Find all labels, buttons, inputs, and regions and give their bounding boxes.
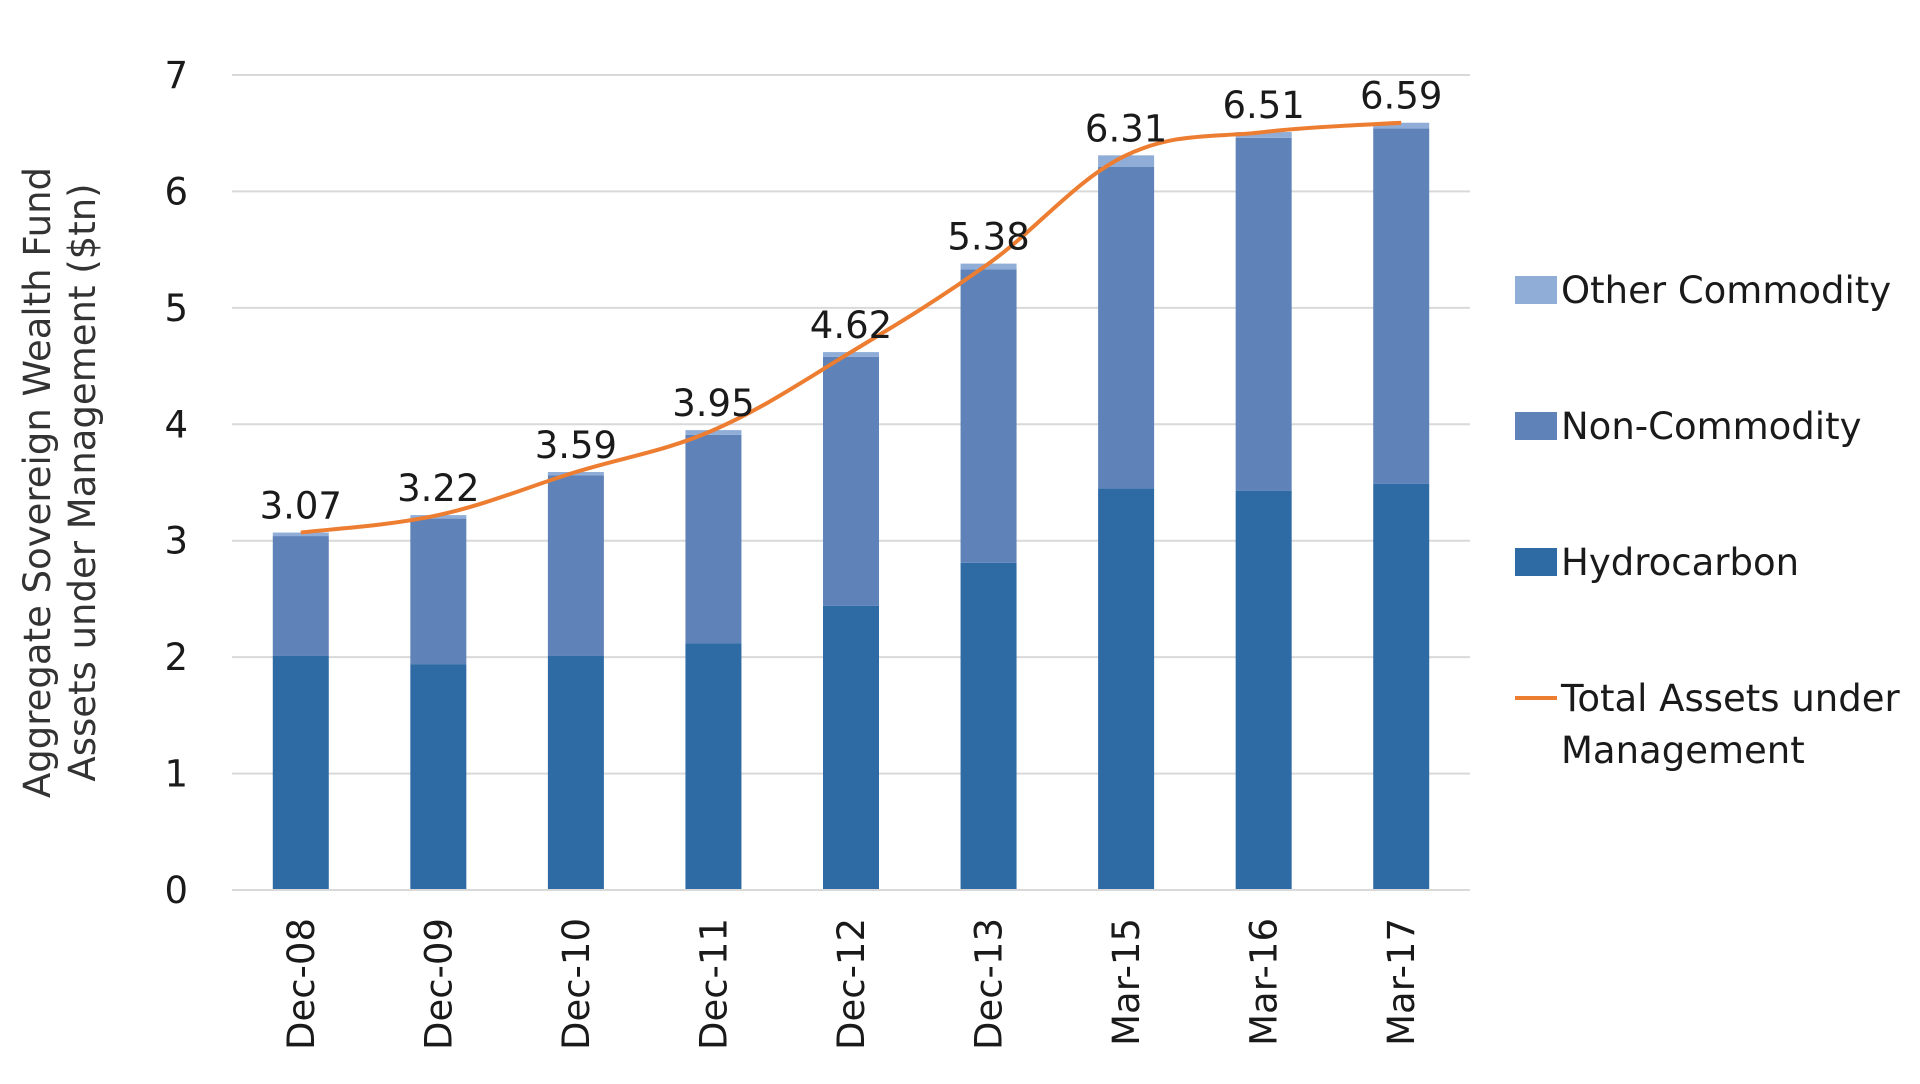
bar-hydrocarbon-dec-13: [961, 563, 1017, 890]
bar-hydrocarbon-mar-15: [1098, 488, 1154, 890]
data-label-dec-13: 5.38: [947, 216, 1029, 259]
bar-hydrocarbon-dec-12: [823, 606, 879, 890]
bar-non-commodity-mar-15: [1098, 167, 1154, 488]
bar-non-commodity-dec-13: [961, 269, 1017, 562]
y-tick-label-3: 3: [164, 520, 188, 563]
data-label-dec-10: 3.59: [535, 424, 617, 467]
legend-swatch-hydrocarbon: [1515, 548, 1557, 576]
bar-hydrocarbon-mar-16: [1236, 491, 1292, 890]
bar-non-commodity-mar-16: [1236, 138, 1292, 491]
data-label-dec-11: 3.95: [672, 382, 754, 425]
y-tick-label-5: 5: [164, 287, 188, 330]
bar-other-commodity-dec-08: [273, 533, 329, 536]
data-label-mar-16: 6.51: [1222, 84, 1304, 127]
bar-hydrocarbon-dec-08: [273, 656, 329, 890]
data-label-mar-15: 6.31: [1085, 107, 1167, 150]
y-tick-label-0: 0: [164, 869, 188, 912]
bar-hydrocarbon-dec-10: [548, 656, 604, 890]
bar-non-commodity-mar-17: [1373, 129, 1429, 484]
bar-hydrocarbon-dec-09: [410, 664, 466, 890]
legend-label-total-assets-under-management-line-2: Management: [1561, 729, 1805, 772]
data-label-dec-08: 3.07: [260, 485, 342, 528]
y-tick-label-2: 2: [164, 636, 188, 679]
x-tick-label-dec-08: Dec-08: [280, 918, 323, 1050]
bar-non-commodity-dec-10: [548, 476, 604, 656]
x-tick-label-mar-17: Mar-17: [1380, 918, 1423, 1046]
x-tick-label-mar-16: Mar-16: [1243, 918, 1286, 1046]
x-tick-label-mar-15: Mar-15: [1105, 918, 1148, 1046]
bar-non-commodity-dec-11: [685, 435, 741, 643]
legend: Other Commodity Non-Commodity Hydrocarbon T…: [1515, 269, 1900, 772]
bar-non-commodity-dec-08: [273, 536, 329, 656]
legend-label-non-commodity: Non-Commodity: [1561, 405, 1861, 448]
bar-hydrocarbon-dec-11: [685, 643, 741, 890]
data-label-dec-12: 4.62: [810, 304, 892, 347]
x-tick-label-dec-12: Dec-12: [830, 918, 873, 1050]
x-tick-label-dec-10: Dec-10: [555, 918, 598, 1050]
bar-non-commodity-dec-12: [823, 357, 879, 606]
legend-label-hydrocarbon: Hydrocarbon: [1561, 541, 1799, 584]
y-tick-label-4: 4: [164, 403, 188, 446]
y-tick-label-7: 7: [164, 54, 188, 97]
legend-swatch-other-commodity: [1515, 276, 1557, 304]
x-tick-label-dec-13: Dec-13: [968, 918, 1011, 1050]
legend-swatch-non-commodity: [1515, 412, 1557, 440]
data-label-mar-17: 6.59: [1360, 75, 1442, 118]
x-tick-label-dec-09: Dec-09: [417, 918, 460, 1050]
bar-non-commodity-dec-09: [410, 519, 466, 665]
x-tick-label-dec-11: Dec-11: [692, 918, 735, 1050]
legend-label-total-assets-under-management: Total Assets under: [1560, 677, 1900, 720]
legend-label-other-commodity: Other Commodity: [1561, 269, 1891, 312]
data-label-dec-09: 3.22: [397, 467, 479, 510]
y-tick-label-1: 1: [164, 753, 188, 796]
y-axis-title-line-2: Assets under Management ($tn): [61, 183, 104, 781]
bar-hydrocarbon-mar-17: [1373, 484, 1429, 890]
y-axis-title-line-1: Aggregate Sovereign Wealth Fund: [16, 167, 59, 798]
y-tick-label-6: 6: [164, 170, 188, 213]
